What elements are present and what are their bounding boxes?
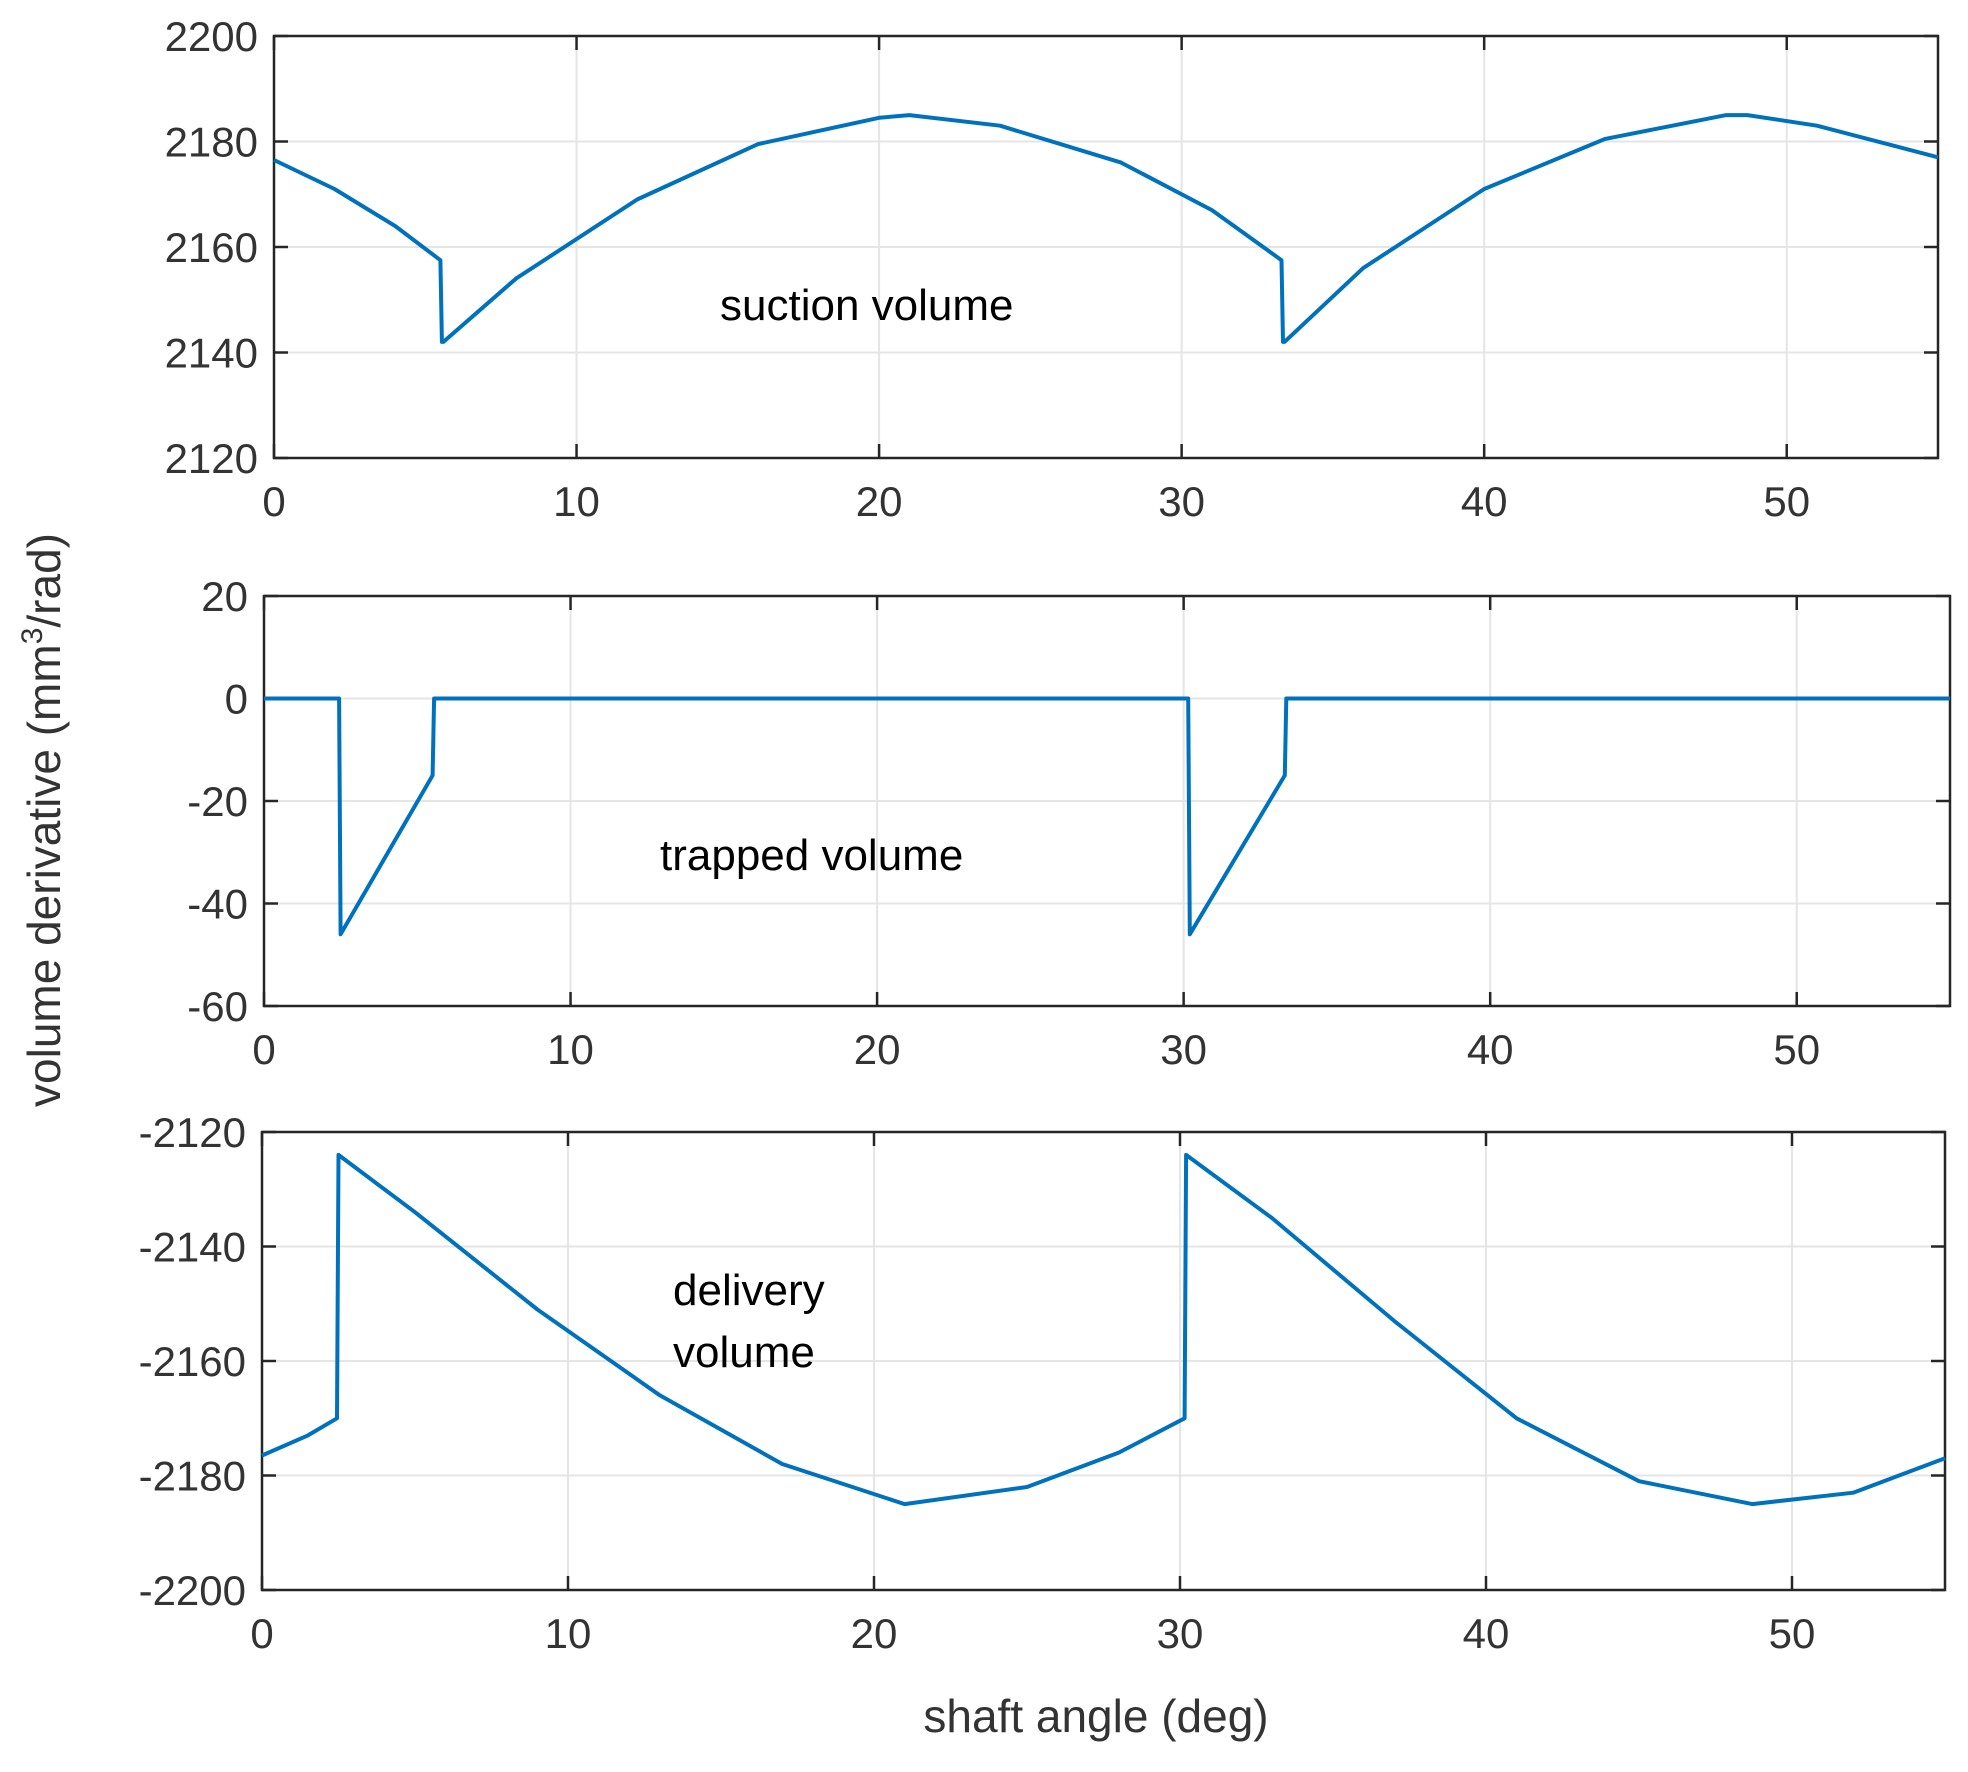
y-tick-label: 20 bbox=[201, 573, 248, 620]
x-tick-label: 40 bbox=[1463, 1610, 1510, 1657]
x-tick-label: 0 bbox=[250, 1610, 273, 1657]
subplot-panels: 0 10 20 30 40 50 2120 2140 2160 2180 2200 suction v… bbox=[139, 13, 1952, 1657]
x-tick-label: 40 bbox=[1467, 1026, 1514, 1073]
x-tick-label: 40 bbox=[1461, 478, 1508, 525]
axes-box bbox=[272, 34, 1940, 460]
x-tick-label: 50 bbox=[1769, 1610, 1816, 1657]
y-tick-label: -2140 bbox=[139, 1224, 246, 1271]
x-tick-label: 30 bbox=[1157, 1610, 1204, 1657]
chart-annotation: volume bbox=[673, 1328, 815, 1377]
x-tick-label: 10 bbox=[547, 1026, 594, 1073]
y-tick-label: -60 bbox=[187, 983, 248, 1030]
y-tick-label: 2180 bbox=[165, 119, 258, 166]
x-tick-label: 30 bbox=[1158, 478, 1205, 525]
x-tick-label: 20 bbox=[856, 478, 903, 525]
y-tick-label: -40 bbox=[187, 881, 248, 928]
x-tick-label: 50 bbox=[1763, 478, 1810, 525]
y-tick-label: -2120 bbox=[139, 1109, 246, 1156]
x-tick-label: 0 bbox=[252, 1026, 275, 1073]
series-line bbox=[261, 1152, 1946, 1507]
subplot-2: 0 10 20 30 40 50 -60 -40 -20 0 20 trapped volume bbox=[187, 573, 1952, 1073]
x-tick-label: 0 bbox=[262, 478, 285, 525]
x-tick-label: 50 bbox=[1773, 1026, 1820, 1073]
series-line bbox=[273, 113, 1939, 344]
x-tick-label: 20 bbox=[854, 1026, 901, 1073]
series-line bbox=[264, 696, 1950, 937]
y-tick-label: 2140 bbox=[165, 330, 258, 377]
y-tick-label: 2160 bbox=[165, 224, 258, 271]
chart-annotation: trapped volume bbox=[660, 831, 963, 880]
x-tick-label: 10 bbox=[553, 478, 600, 525]
axes-box bbox=[260, 1130, 1947, 1592]
x-tick-label: 20 bbox=[851, 1610, 898, 1657]
axes-box bbox=[262, 594, 1952, 1008]
y-tick-label: -20 bbox=[187, 778, 248, 825]
x-tick-label: 30 bbox=[1160, 1026, 1207, 1073]
y-tick-label: 0 bbox=[225, 676, 248, 723]
x-axis-label: shaft angle (deg) bbox=[923, 1690, 1268, 1742]
y-tick-label: -2160 bbox=[139, 1338, 246, 1385]
chart-annotation: suction volume bbox=[720, 281, 1013, 330]
y-tick-label: 2200 bbox=[165, 13, 258, 60]
subplot-1: 0 10 20 30 40 50 2120 2140 2160 2180 2200 suction v… bbox=[165, 13, 1940, 525]
y-tick-label: -2180 bbox=[139, 1453, 246, 1500]
y-axis-label: volume derivative (mm3/rad) bbox=[16, 533, 70, 1107]
x-tick-label: 10 bbox=[545, 1610, 592, 1657]
chart-annotation: delivery bbox=[673, 1266, 825, 1315]
y-tick-label: -2200 bbox=[139, 1567, 246, 1614]
subplot-3: 0 10 20 30 40 50 -2200 -2180 -2160 -2140 -2120 deli… bbox=[139, 1109, 1947, 1657]
y-tick-label: 2120 bbox=[165, 435, 258, 482]
